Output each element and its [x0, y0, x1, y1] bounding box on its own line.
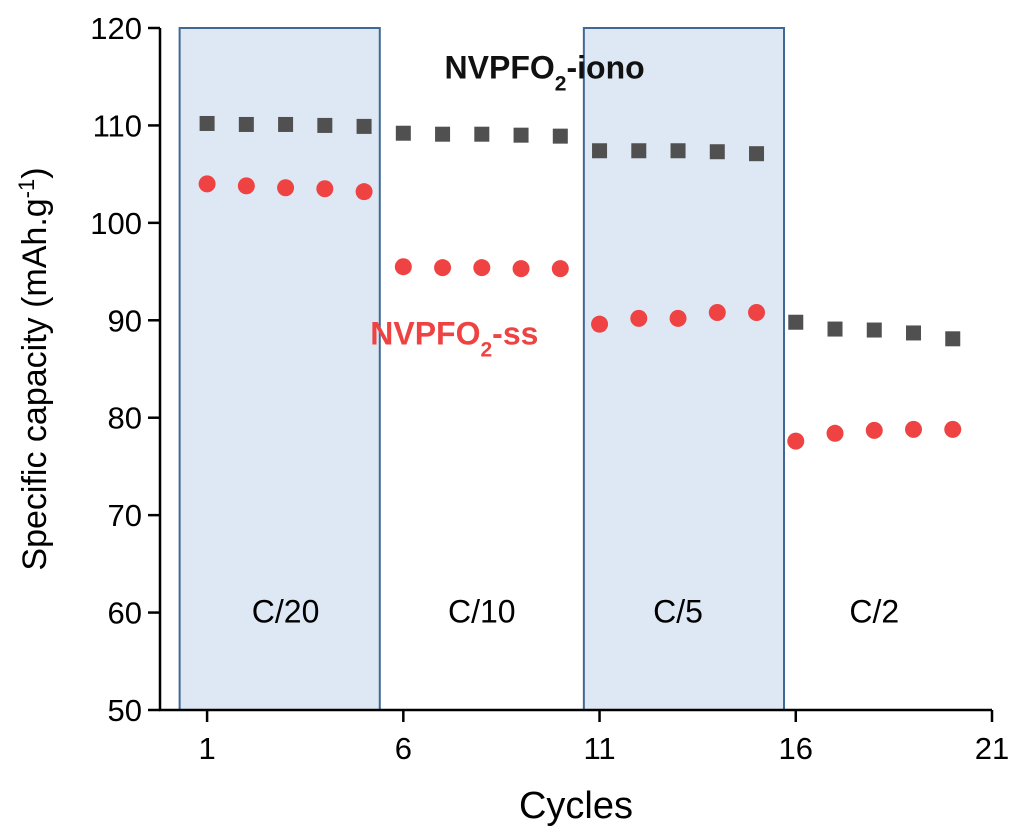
point-series-1-9 — [551, 260, 569, 278]
series-label-0-name: NVPFO — [445, 50, 555, 86]
y-tick-label-4: 90 — [108, 303, 142, 338]
point-series-1-0 — [198, 175, 216, 193]
point-series-1-16 — [826, 424, 844, 442]
series-label-1-name: NVPFO — [370, 316, 480, 352]
point-series-1-2 — [277, 179, 295, 197]
y-tick-label-5: 100 — [90, 206, 142, 241]
y-axis-label: Specific capacity (mAh.g-1) — [14, 167, 55, 570]
point-series-1-14 — [748, 303, 766, 321]
point-series-0-11 — [631, 143, 647, 159]
x-axis-label: Cycles — [519, 785, 633, 827]
point-series-0-19 — [945, 331, 961, 347]
point-series-1-7 — [473, 259, 491, 277]
point-series-0-18 — [906, 325, 922, 341]
point-series-1-13 — [708, 303, 726, 321]
series-label-0-suffix: -iono — [566, 50, 644, 86]
series-label-1-suffix: -ss — [492, 316, 538, 352]
point-series-1-6 — [434, 259, 452, 277]
x-tick-label-0: 1 — [198, 731, 215, 766]
rate-band-label-3: C/2 — [849, 593, 899, 629]
point-series-1-12 — [669, 309, 687, 327]
y-axis-label-sup: -1 — [14, 179, 39, 199]
x-tick-label-3: 16 — [779, 731, 813, 766]
point-series-1-1 — [237, 177, 255, 195]
y-tick-label-7: 120 — [90, 11, 142, 46]
point-series-1-3 — [316, 180, 334, 198]
point-series-0-12 — [670, 143, 686, 159]
y-axis-label-close: ) — [16, 167, 54, 178]
rate-band-label-2: C/5 — [653, 593, 703, 629]
rate-bands — [178, 27, 785, 711]
point-series-0-15 — [788, 314, 804, 330]
series-label-1-sub: 2 — [480, 338, 492, 361]
y-axis-label-main: Specific capacity (mAh.g — [16, 198, 54, 570]
point-series-1-18 — [905, 420, 923, 438]
x-tick-label-2: 11 — [583, 731, 615, 766]
point-series-1-19 — [944, 420, 962, 438]
point-series-0-8 — [513, 127, 529, 143]
point-series-1-4 — [355, 183, 373, 201]
point-series-1-11 — [630, 309, 648, 327]
point-series-0-0 — [199, 115, 215, 131]
point-series-0-13 — [709, 144, 725, 160]
point-series-0-17 — [866, 322, 882, 338]
point-series-0-16 — [827, 321, 843, 337]
rate-band-labels: C/20 C/10 C/5 C/2 — [252, 593, 899, 629]
x-tick-label-4: 21 — [975, 731, 1009, 766]
rate-band-label-1: C/10 — [448, 593, 516, 629]
axes — [158, 28, 992, 712]
point-series-0-3 — [317, 117, 333, 133]
rate-band-2 — [582, 27, 785, 711]
series-label-0-sub: 2 — [555, 72, 567, 95]
point-series-0-6 — [435, 126, 451, 142]
rate-band-0 — [178, 27, 381, 711]
point-series-0-1 — [238, 116, 254, 132]
point-series-1-8 — [512, 260, 530, 278]
point-series-0-2 — [278, 116, 294, 132]
data-points — [198, 115, 962, 450]
point-series-1-17 — [865, 421, 883, 439]
y-tick-label-3: 80 — [108, 401, 142, 436]
point-series-1-10 — [591, 315, 609, 333]
point-series-1-15 — [787, 432, 805, 450]
y-tick-label-1: 60 — [108, 596, 142, 631]
y-tick-label-6: 110 — [93, 108, 142, 143]
point-series-1-5 — [394, 258, 412, 276]
rate-band-label-0: C/20 — [252, 593, 320, 629]
point-series-0-9 — [552, 128, 568, 144]
point-series-0-7 — [474, 126, 490, 142]
point-series-0-4 — [356, 118, 372, 134]
y-tick-label-0: 50 — [108, 693, 142, 728]
point-series-0-14 — [749, 146, 765, 162]
series-label-0: NVPFO2-iono — [445, 50, 645, 96]
point-series-0-5 — [395, 125, 411, 141]
y-tick-label-2: 70 — [108, 498, 142, 533]
x-tick-label-1: 6 — [395, 731, 412, 766]
series-label-1: NVPFO2-ss — [370, 316, 538, 362]
point-series-0-10 — [592, 143, 608, 159]
